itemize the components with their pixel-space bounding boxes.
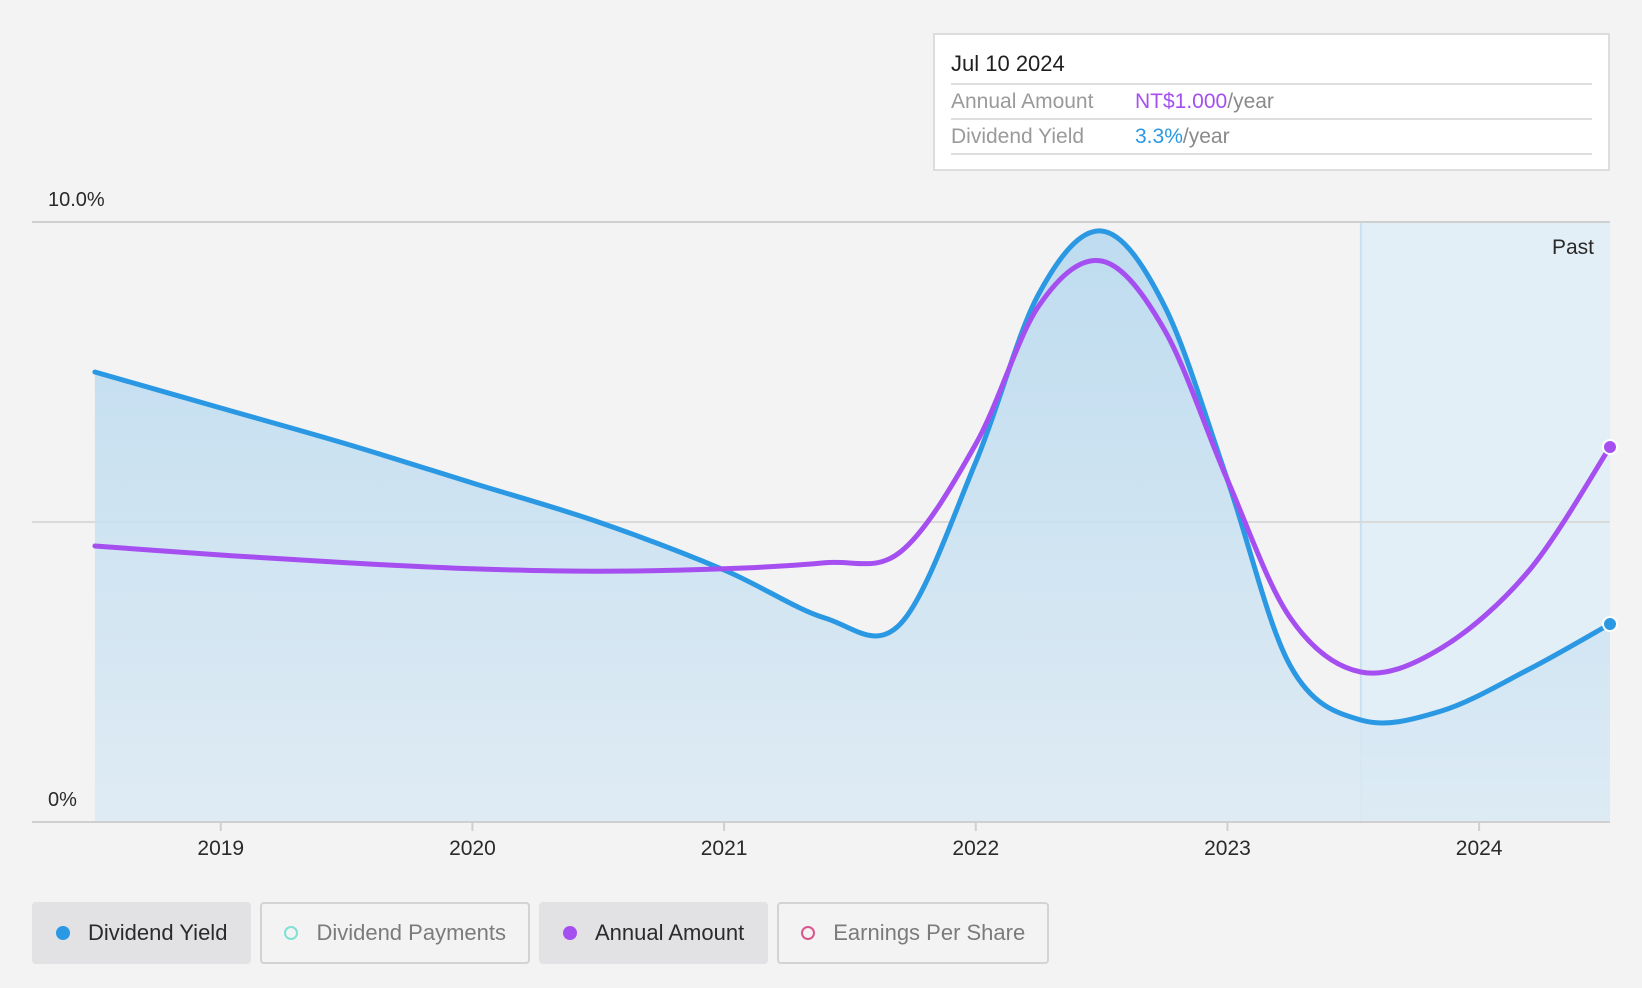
legend: Dividend Yield Dividend Payments Annual …	[32, 902, 1058, 964]
legend-label: Dividend Yield	[88, 920, 228, 945]
x-tick-label: 2021	[701, 837, 748, 860]
tooltip-row-annual-amount: Annual Amount NT$1.000 /year	[951, 85, 1592, 120]
annual-amount-line	[92, 257, 1613, 676]
tooltip-unit: /year	[1182, 125, 1230, 148]
legend-dot-icon	[562, 926, 577, 940]
legend-dot-icon	[284, 926, 299, 940]
tooltip-row-dividend-yield: Dividend Yield 3.3% /year	[951, 120, 1592, 155]
legend-label: Annual Amount	[594, 920, 745, 945]
legend-annual-amount[interactable]: Annual Amount	[538, 902, 769, 964]
dividend-yield-end-point	[1602, 616, 1618, 632]
tooltip-value: 3.3%	[1135, 125, 1183, 148]
past-label: Past	[1552, 236, 1594, 259]
x-tick-label: 2020	[449, 837, 496, 860]
annual-amount-end-point	[1602, 439, 1618, 455]
tooltip-label: Annual Amount	[951, 90, 1094, 113]
tooltip-unit: /year	[1227, 90, 1274, 113]
legend-dividend-yield[interactable]: Dividend Yield	[32, 902, 252, 964]
legend-label: Earnings Per Share	[833, 920, 1026, 945]
tooltip-date: Jul 10 2024	[951, 49, 1592, 85]
tooltip-value: NT$1.000	[1135, 90, 1228, 113]
x-tick-label: 2023	[1204, 837, 1251, 860]
x-tick-label: 2022	[952, 837, 999, 860]
tooltip-label: Dividend Yield	[951, 125, 1085, 148]
legend-dot-icon	[56, 926, 70, 940]
y-tick-label: 0%	[48, 789, 77, 811]
legend-earnings-per-share[interactable]: Earnings Per Share	[777, 902, 1050, 964]
tooltip: Jul 10 2024 Annual Amount NT$1.000 /year…	[933, 33, 1610, 171]
legend-dividend-payments[interactable]: Dividend Payments	[260, 902, 530, 964]
legend-label: Dividend Payments	[316, 920, 506, 945]
x-tick-label: 2024	[1456, 837, 1503, 860]
dividend-yield-area	[94, 230, 1610, 822]
y-tick-label: 10.0%	[48, 189, 105, 211]
x-tick-label: 2019	[197, 837, 244, 860]
legend-dot-icon	[801, 926, 816, 940]
